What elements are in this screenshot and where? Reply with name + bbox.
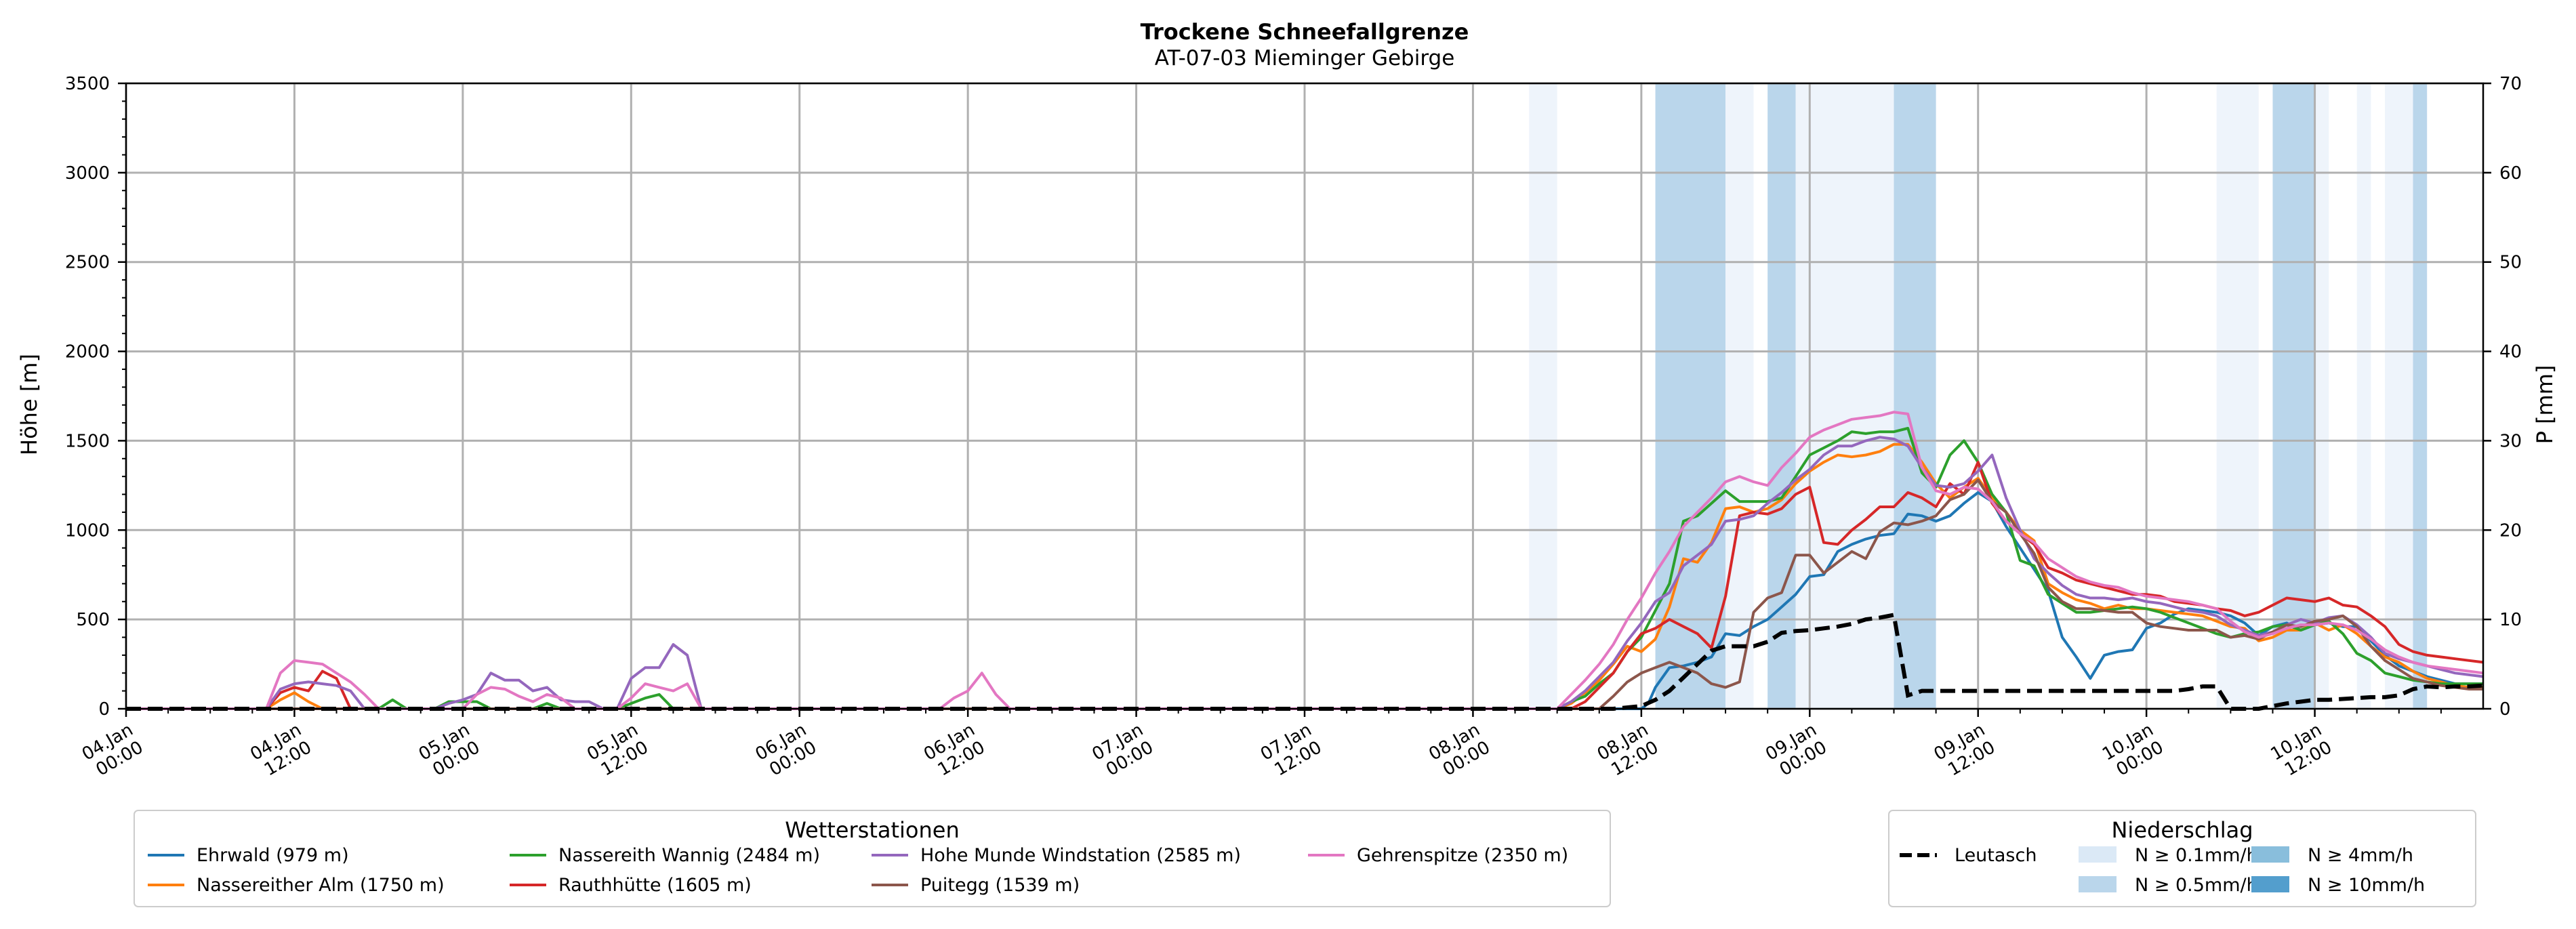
legend-label: Gehrenspitze (2350 m) (1357, 845, 1568, 866)
precip-band (2272, 83, 2315, 709)
y2-tick-label: 70 (2499, 74, 2522, 94)
leutasch-line (126, 612, 2484, 711)
legend-precip-swatch (2251, 846, 2289, 863)
legend-precip-swatch (2079, 846, 2117, 863)
y-tick-label: 3500 (65, 74, 110, 94)
legend-precip-box (1888, 810, 2476, 907)
precip-band (1725, 83, 1754, 709)
precip-band (1767, 83, 1796, 709)
legend-precip-label: N ≥ 0.5mm/h (2135, 875, 2258, 896)
y-tick-label: 3000 (65, 163, 110, 184)
precip-band (2356, 83, 2371, 709)
station-lines (126, 411, 2484, 710)
precip-bands (1529, 83, 2428, 709)
legend-label: Hohe Munde Windstation (2585 m) (920, 845, 1241, 866)
series-line (126, 436, 2484, 710)
legend-stations-entries: Ehrwald (979 m) Nassereither Alm (1750 m)… (148, 845, 1568, 896)
legend-precip-swatch (2079, 876, 2117, 892)
precip-band (2413, 83, 2428, 709)
legend-precip-entries: Leutasch N ≥ 0.1mm/h N ≥ 0.5mm/h N ≥ 4mm/h N… (1900, 845, 2425, 896)
precip-band (1529, 83, 1557, 709)
legend-label: Nassereither Alm (1750 m) (197, 875, 445, 896)
legend-stations: Wetterstationen Ehrwald (979 m) Nassereit… (134, 810, 1611, 907)
y2-axis-label: P [mm] (2532, 365, 2558, 445)
y2-tick-label: 40 (2499, 342, 2522, 363)
legend-label: Ehrwald (979 m) (197, 845, 349, 866)
grid (125, 82, 2483, 710)
legend-precip-label: N ≥ 10mm/h (2308, 875, 2425, 896)
y-tick-label: 0 (98, 699, 110, 720)
y2-tick-label: 50 (2499, 253, 2522, 273)
legend-stations-title: Wetterstationen (785, 817, 959, 843)
leutasch-series-line (126, 612, 2484, 711)
y2-tick-label: 10 (2499, 610, 2522, 630)
axes-ticks: 0 500 1000 1500 2000 2500 3000 3500 0 10 20 30 40 50 6… (65, 74, 2522, 781)
legend-precip: Niederschlag Leutasch N ≥ 0.1mm/h N ≥ 0.5m… (1888, 810, 2476, 907)
precip-band (1655, 83, 1726, 709)
y-tick-label: 1000 (65, 520, 110, 541)
legend-label: Puitegg (1539 m) (920, 875, 1080, 896)
y-tick-label: 500 (76, 610, 110, 630)
precip-band (2216, 83, 2259, 709)
y2-tick-label: 30 (2499, 431, 2522, 451)
y2-tick-label: 60 (2499, 163, 2522, 184)
y-axis-label: Höhe [m] (16, 354, 42, 455)
legend-stations-box (134, 810, 1611, 907)
legend-label: Rauthhütte (1605 m) (558, 875, 752, 896)
precip-band (2314, 83, 2329, 709)
precip-band (1894, 83, 1936, 709)
chart-title: Trockene Schneefallgrenze (1141, 19, 1469, 45)
y-tick-label: 2000 (65, 342, 110, 363)
y2-tick-label: 20 (2499, 520, 2522, 541)
y2-tick-label: 0 (2499, 699, 2511, 720)
series-line (126, 411, 2484, 710)
y-tick-label: 1500 (65, 431, 110, 451)
y-tick-label: 2500 (65, 253, 110, 273)
legend-label: Nassereith Wannig (2484 m) (558, 845, 820, 866)
legend-leutasch-label: Leutasch (1955, 845, 2037, 866)
precip-band (2385, 83, 2413, 709)
legend-precip-label: N ≥ 0.1mm/h (2135, 845, 2258, 866)
legend-precip-swatch (2251, 876, 2289, 892)
legend-precip-title: Niederschlag (2111, 817, 2253, 843)
precip-band (1795, 83, 1894, 709)
series-line (126, 478, 2483, 710)
chart-subtitle: AT-07-03 Mieminger Gebirge (1155, 46, 1455, 70)
legend-precip-label: N ≥ 4mm/h (2308, 845, 2413, 866)
